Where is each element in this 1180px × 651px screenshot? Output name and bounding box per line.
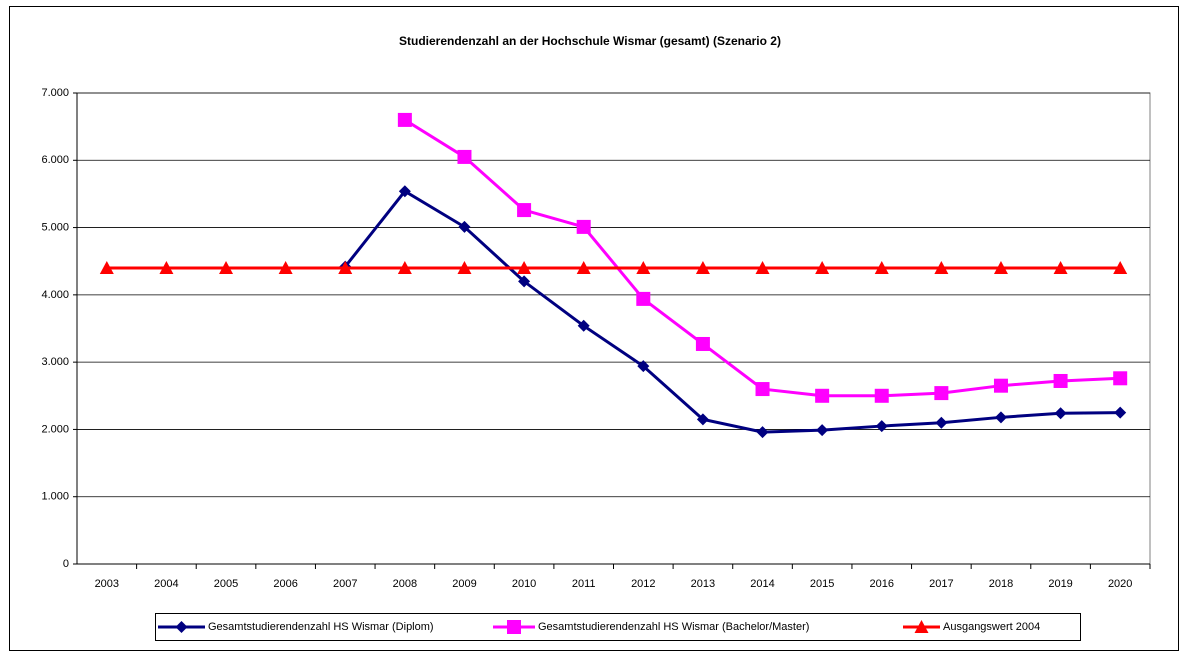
y-tick-label: 2.000 — [41, 423, 69, 435]
y-tick-label: 0 — [63, 558, 69, 570]
y-tick-label: 4.000 — [41, 289, 69, 301]
data-point — [994, 411, 1007, 424]
x-tick-label: 2007 — [333, 578, 357, 590]
x-tick-label: 2015 — [810, 578, 834, 590]
data-point — [755, 382, 770, 397]
data-point — [397, 260, 412, 274]
y-tick-label: 3.000 — [41, 356, 69, 368]
data-point — [278, 260, 293, 274]
data-point — [1113, 260, 1128, 274]
x-tick-label: 2014 — [750, 578, 774, 590]
data-point — [577, 319, 590, 332]
data-point — [1054, 407, 1067, 420]
data-point — [398, 185, 411, 198]
plot-area — [76, 92, 1151, 565]
data-point — [874, 388, 889, 403]
data-point — [816, 424, 829, 437]
data-point — [934, 260, 949, 274]
data-point — [219, 260, 234, 274]
data-point — [576, 260, 591, 274]
data-point — [1114, 406, 1127, 419]
data-point — [636, 260, 651, 274]
x-tick-label: 2008 — [393, 578, 417, 590]
x-tick-label: 2011 — [572, 578, 596, 590]
x-tick-label: 2010 — [512, 578, 536, 590]
x-tick-label: 2019 — [1048, 578, 1072, 590]
x-tick-label: 2009 — [452, 578, 476, 590]
data-point — [1053, 260, 1068, 274]
data-point — [993, 260, 1008, 274]
data-point — [637, 360, 650, 373]
data-point — [935, 416, 948, 429]
data-point — [457, 149, 472, 164]
legend-marker — [175, 621, 188, 633]
data-point — [695, 260, 710, 274]
y-tick-label: 7.000 — [41, 87, 69, 99]
legend-marker — [507, 620, 521, 634]
legend-label: Gesamtstudierendenzahl HS Wismar (Bachel… — [538, 621, 809, 633]
x-tick-label: 2016 — [870, 578, 894, 590]
data-point — [875, 420, 888, 433]
data-point — [159, 260, 174, 274]
data-point — [695, 336, 710, 351]
y-tick-label: 1.000 — [41, 491, 69, 503]
data-point — [517, 260, 532, 274]
data-point — [99, 260, 114, 274]
data-point — [517, 203, 532, 218]
x-tick-label: 2005 — [214, 578, 238, 590]
x-tick-label: 2020 — [1108, 578, 1132, 590]
data-point — [518, 275, 531, 288]
x-tick-label: 2018 — [989, 578, 1013, 590]
data-point — [1053, 373, 1068, 388]
x-tick-label: 2006 — [273, 578, 297, 590]
legend-label: Ausgangswert 2004 — [943, 621, 1040, 633]
data-point — [696, 413, 709, 426]
data-point — [338, 260, 353, 274]
x-tick-label: 2003 — [95, 578, 119, 590]
data-point — [815, 260, 830, 274]
legend-marker — [914, 620, 929, 633]
data-point — [874, 260, 889, 274]
data-point — [458, 220, 471, 233]
x-tick-label: 2017 — [929, 578, 953, 590]
series-line — [344, 189, 1121, 434]
data-point — [934, 386, 949, 401]
x-tick-label: 2012 — [631, 578, 655, 590]
y-tick-label: 6.000 — [41, 154, 69, 166]
data-point — [756, 426, 769, 439]
data-point — [1113, 371, 1128, 386]
data-point — [457, 260, 472, 274]
y-tick-label: 5.000 — [41, 221, 69, 233]
data-point — [397, 112, 412, 127]
data-point — [576, 219, 591, 234]
x-tick-label: 2004 — [154, 578, 178, 590]
chart-title: Studierendenzahl an der Hochschule Wisma… — [399, 34, 781, 48]
data-point — [755, 260, 770, 274]
data-point — [993, 378, 1008, 393]
x-tick-label: 2013 — [691, 578, 715, 590]
data-point — [636, 291, 651, 306]
legend-label: Gesamtstudierendenzahl HS Wismar (Diplom… — [208, 621, 434, 633]
data-point — [815, 388, 830, 403]
